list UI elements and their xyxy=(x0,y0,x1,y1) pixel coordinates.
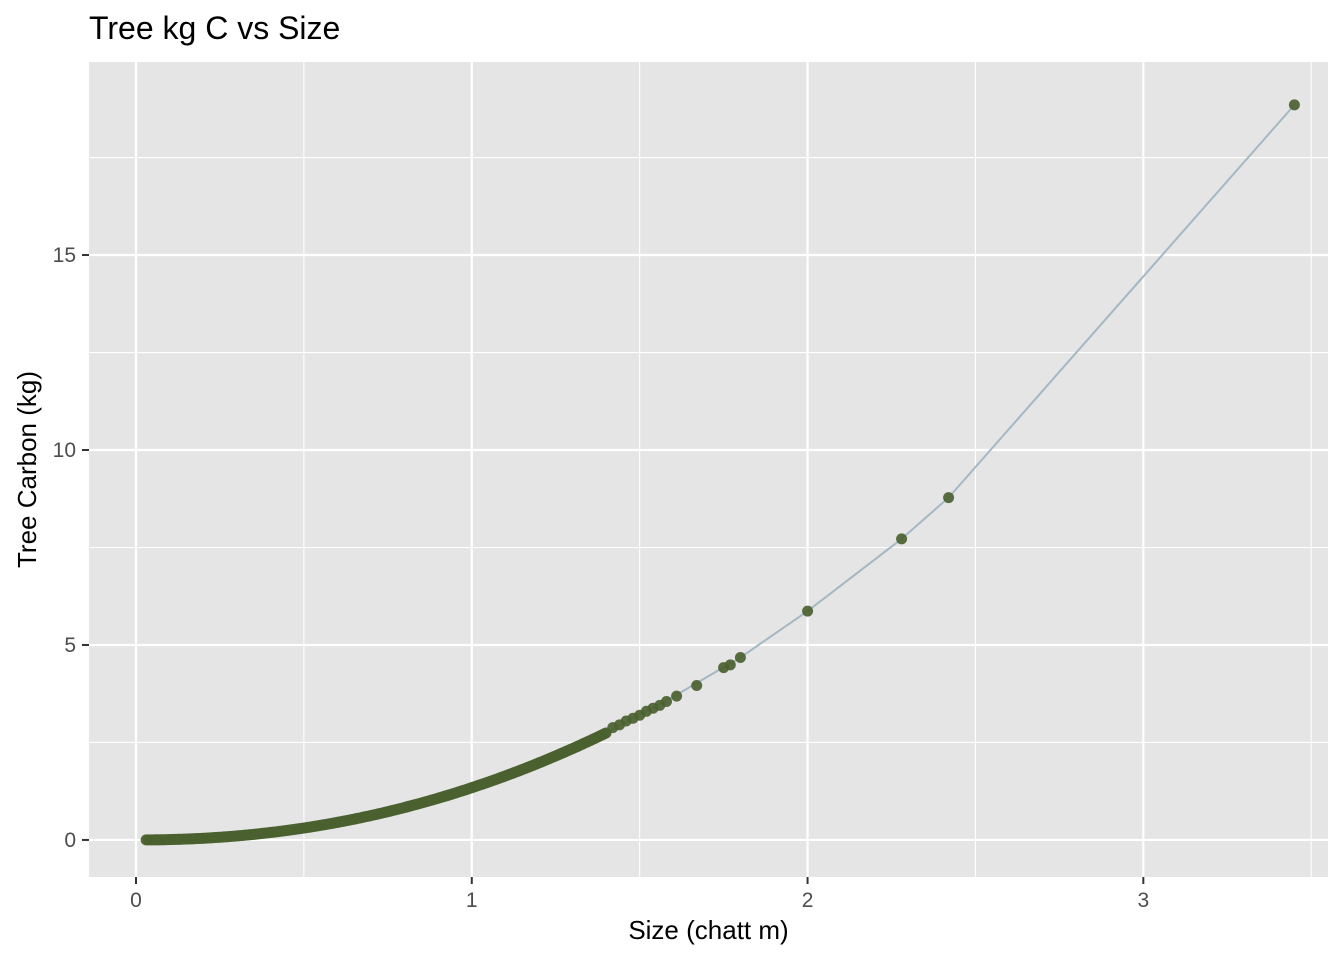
y-tick-label: 15 xyxy=(53,244,76,267)
y-tick-label: 0 xyxy=(64,829,76,852)
y-axis: 0 5 10 15 xyxy=(53,244,89,852)
x-axis: 0 1 2 3 xyxy=(130,877,1149,912)
x-tick-label: 0 xyxy=(130,889,142,912)
data-point xyxy=(671,690,683,702)
plot-panel xyxy=(89,62,1328,877)
x-tick-label: 2 xyxy=(802,889,814,912)
data-point xyxy=(691,680,703,691)
data-point xyxy=(896,533,908,545)
data-point xyxy=(943,492,955,504)
data-point xyxy=(724,659,736,671)
chart-title: Tree kg C vs Size xyxy=(89,10,340,46)
data-point xyxy=(734,652,746,663)
x-tick-label: 1 xyxy=(466,889,478,912)
data-point xyxy=(1288,99,1300,111)
minor-gridlines xyxy=(89,62,1328,877)
data-point xyxy=(802,605,814,617)
y-axis-title: Tree Carbon (kg) xyxy=(12,371,42,568)
x-tick-label: 3 xyxy=(1137,889,1149,912)
data-points-layer xyxy=(140,99,1300,846)
data-point xyxy=(661,696,672,707)
x-axis-title: Size (chatt m) xyxy=(628,915,788,945)
y-tick-label: 5 xyxy=(64,634,76,657)
y-tick-label: 10 xyxy=(53,439,76,462)
major-gridlines xyxy=(89,62,1328,877)
